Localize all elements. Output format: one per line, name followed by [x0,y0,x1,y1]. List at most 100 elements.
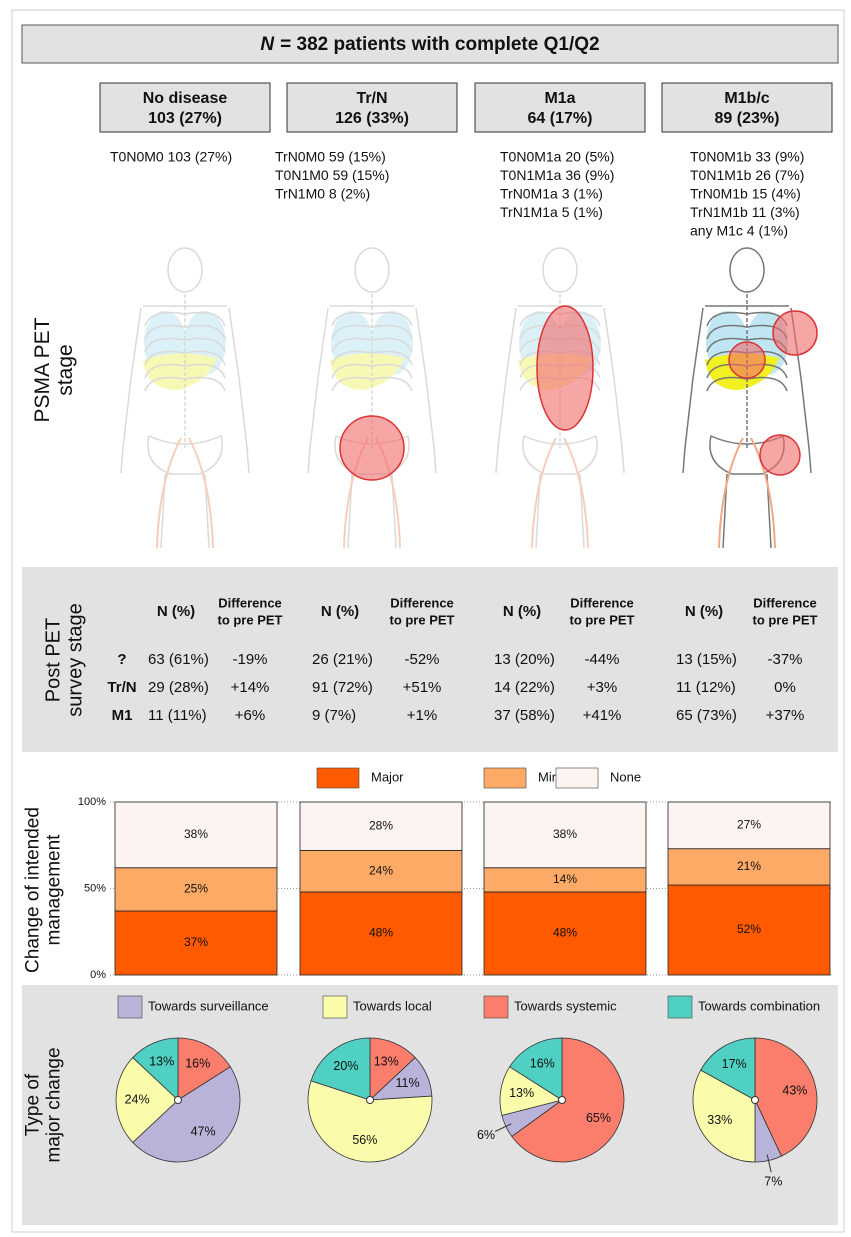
survey-n: 11 (11%) [148,707,207,724]
bar-segment [483,867,647,893]
value-label: 48% [553,926,577,940]
bar-segment [114,867,278,912]
value-label: 16% [530,1056,555,1070]
bar-segment [483,891,647,976]
value-label: 13% [149,1055,174,1069]
survey-panel [22,567,838,752]
value-label: 65% [586,1111,611,1125]
pelvis [147,434,223,475]
value-label: 47% [191,1125,216,1139]
lesion [759,434,801,476]
survey-header: to pre PET [217,612,282,627]
arm [495,307,625,474]
survey-row-label: Tr/N [107,679,136,696]
survey-header: Difference [390,595,454,610]
stage-box [99,82,271,133]
stage-breakdown: TrN0M1b 15 (4%) [690,186,801,202]
row-label: Post PET [42,618,64,702]
rib [144,337,226,353]
legend-swatch [555,767,599,789]
pie-slice [509,1037,563,1101]
stage-box [286,82,458,133]
rib [706,376,788,392]
row-label: Change of intended [23,807,44,973]
value-label: 16% [185,1056,210,1070]
survey-n: 65 (73%) [676,707,737,724]
title-box [21,24,839,64]
bar-segment [299,801,463,851]
survey-header: to pre PET [569,612,634,627]
stage-breakdown: TrN1M1b 11 (3%) [690,204,800,220]
row-label: Type of [23,1073,44,1136]
survey-diff: 0% [774,679,796,696]
pelvis [522,434,598,475]
lesion [339,415,405,481]
pie-slice [307,1080,433,1163]
legend-swatch [117,995,143,1019]
y-tick-label: 100% [78,796,106,808]
leg [347,473,397,549]
title-rest: = 382 patients with complete Q1/Q2 [280,34,599,55]
survey-n: 13 (20%) [494,651,555,668]
stage-breakdown: TrN1M1a 5 (1%) [500,204,603,220]
leg [160,473,210,549]
survey-n: 63 (61%) [148,651,209,668]
leg [722,473,772,549]
skull [542,247,578,293]
arm [120,307,250,474]
survey-row-label: M1 [112,707,133,724]
row-label: survey stage [64,603,86,716]
legend-label: None [610,769,641,784]
survey-diff: +51% [403,679,442,696]
survey-header: N (%) [321,603,359,620]
liver [143,353,217,390]
lesion [772,310,818,356]
value-label: 38% [553,827,577,841]
stage-breakdown: TrN1M0 8 (2%) [275,186,370,202]
pie-slice [692,1069,756,1163]
survey-header: to pre PET [389,612,454,627]
pie-center [751,1096,759,1104]
survey-header: Difference [570,595,634,610]
survey-diff: +1% [407,707,437,724]
value-label: 24% [125,1092,150,1106]
survey-n: 91 (72%) [312,679,373,696]
stage-name: Tr/N [356,90,387,107]
pie-slice [177,1037,231,1101]
survey-diff: +37% [766,707,805,724]
legend-swatch [322,995,348,1019]
title: N = 382 patients with complete Q1/Q2 [260,34,599,55]
legend-label: Towards systemic [514,998,617,1013]
survey-header: N (%) [157,603,195,620]
lesion [536,305,594,431]
value-label: 52% [737,922,761,936]
value-label: 21% [737,859,761,873]
bar-segment [483,801,647,869]
survey-diff: -44% [584,651,619,668]
pie-slice [132,1037,179,1101]
value-label: 24% [369,863,393,877]
stage-box [661,82,833,133]
title-var: N [260,34,275,55]
survey-diff: +3% [587,679,617,696]
skull [354,247,390,293]
survey-diff: +14% [231,679,270,696]
row-label: PSMA PET [31,317,54,422]
value-label: 14% [553,872,577,886]
stage-count: 64 (17%) [528,110,593,127]
stage-box [474,82,646,133]
stage-breakdown: T0N1M0 59 (15%) [275,167,389,183]
survey-n: 14 (22%) [494,679,555,696]
value-label: 33% [707,1113,732,1127]
bar-segment [114,801,278,869]
stage-breakdown: TrN0M1a 3 (1%) [500,186,603,202]
stage-breakdown: T0N0M1b 33 (9%) [690,149,804,165]
vessel [718,437,776,549]
survey-n: 26 (21%) [312,651,373,668]
vessel [156,437,214,549]
survey-diff: +6% [235,707,265,724]
pie-slice [754,1037,818,1157]
arm [307,307,437,474]
survey-header: N (%) [503,603,541,620]
